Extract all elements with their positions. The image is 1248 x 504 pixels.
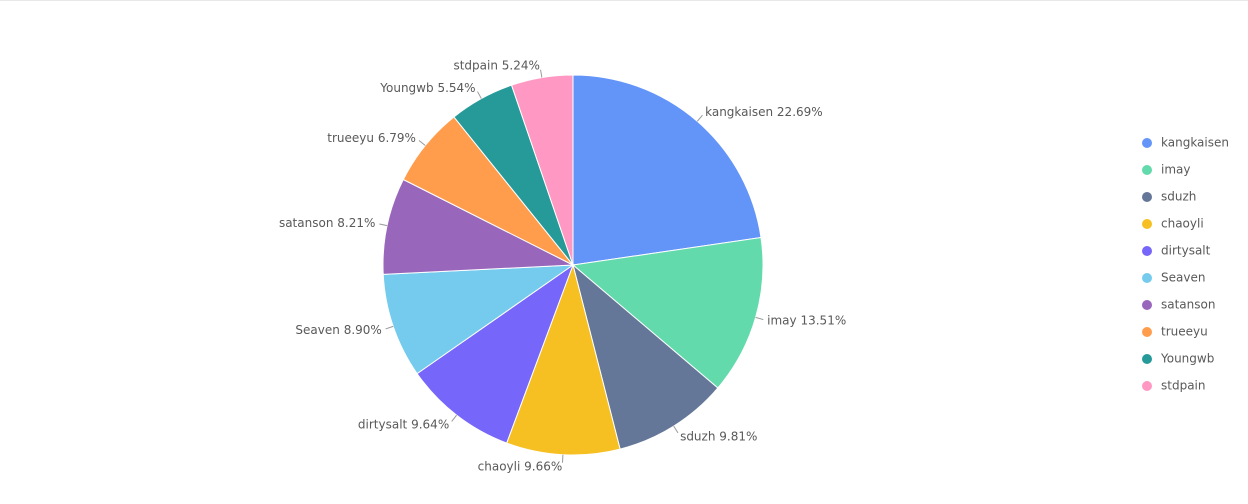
legend-label: dirtysalt bbox=[1161, 244, 1211, 258]
legend-label: kangkaisen bbox=[1161, 136, 1229, 150]
leader-line bbox=[696, 114, 703, 122]
label-value: 8.21% bbox=[337, 216, 375, 230]
label-name: Youngwb bbox=[379, 81, 433, 95]
label-value: 9.81% bbox=[719, 429, 757, 443]
leader-line bbox=[477, 91, 482, 99]
leader-line bbox=[418, 140, 426, 146]
leader-line bbox=[755, 316, 764, 321]
label-name: chaoyli bbox=[478, 459, 521, 473]
pie-slice bbox=[416, 263, 575, 444]
legend-item[interactable]: dirtysalt bbox=[1142, 244, 1211, 258]
label-name: stdpain bbox=[453, 58, 497, 72]
data-label: Seaven 8.90% bbox=[295, 323, 381, 337]
legend-marker bbox=[1142, 192, 1152, 202]
legend-item[interactable]: sduzh bbox=[1142, 190, 1196, 204]
legend: kangkaisen imay sduzh chaoyli dirtysalt Seave… bbox=[1142, 136, 1229, 393]
label-value: 9.66% bbox=[524, 459, 562, 473]
legend-item[interactable]: Seaven bbox=[1142, 271, 1205, 285]
legend-item[interactable]: Youngwb bbox=[1142, 352, 1214, 366]
data-label: kangkaisen 22.69% bbox=[705, 105, 823, 119]
label-value: 22.69% bbox=[777, 105, 823, 119]
legend-item[interactable]: imay bbox=[1142, 163, 1190, 177]
label-value: 13.51% bbox=[800, 313, 846, 327]
legend-label: trueeyu bbox=[1161, 325, 1208, 339]
label-value: 8.90% bbox=[344, 323, 382, 337]
label-name: Seaven bbox=[295, 323, 339, 337]
legend-label: Seaven bbox=[1161, 271, 1205, 285]
legend-label: imay bbox=[1161, 163, 1190, 177]
legend-item[interactable]: chaoyli bbox=[1142, 217, 1204, 231]
leader-line bbox=[385, 325, 394, 330]
label-value: 5.24% bbox=[502, 58, 540, 72]
legend-marker bbox=[1142, 273, 1152, 283]
label-name: kangkaisen bbox=[705, 105, 773, 119]
legend-marker bbox=[1142, 354, 1152, 364]
data-label: trueeyu 6.79% bbox=[327, 130, 416, 144]
label-name: satanson bbox=[279, 216, 333, 230]
legend-label: chaoyli bbox=[1161, 217, 1204, 231]
leader-line bbox=[451, 414, 457, 422]
pie-slice bbox=[382, 178, 575, 275]
label-name: imay bbox=[767, 313, 796, 327]
pie-slice bbox=[572, 263, 719, 450]
legend-marker bbox=[1142, 138, 1152, 148]
pie-slice bbox=[382, 264, 575, 375]
legend-marker bbox=[1142, 327, 1152, 337]
label-name: dirtysalt bbox=[358, 417, 408, 431]
pie-slice bbox=[506, 263, 621, 456]
label-value: 5.54% bbox=[437, 81, 475, 95]
legend-item[interactable]: satanson bbox=[1142, 298, 1215, 312]
data-label: sduzh 9.81% bbox=[680, 429, 757, 443]
leader-line bbox=[673, 425, 679, 434]
legend-label: Youngwb bbox=[1160, 352, 1214, 366]
legend-item[interactable]: kangkaisen bbox=[1142, 136, 1229, 150]
pie-slice bbox=[572, 74, 762, 266]
data-label: imay 13.51% bbox=[767, 313, 846, 327]
data-label: chaoyli 9.66% bbox=[478, 459, 563, 473]
legend-item[interactable]: trueeyu bbox=[1142, 325, 1208, 339]
pie-slice bbox=[571, 236, 764, 389]
legend-label: satanson bbox=[1161, 298, 1215, 312]
leader-line bbox=[540, 69, 543, 78]
legend-marker bbox=[1142, 219, 1152, 229]
data-label: dirtysalt 9.64% bbox=[358, 417, 449, 431]
label-name: trueeyu bbox=[327, 130, 374, 144]
label-name: sduzh bbox=[680, 429, 715, 443]
data-label: stdpain 5.24% bbox=[453, 58, 539, 72]
data-label: satanson 8.21% bbox=[279, 216, 375, 230]
pie-slice bbox=[510, 74, 574, 266]
legend-label: stdpain bbox=[1161, 379, 1205, 393]
data-label: Youngwb 5.54% bbox=[379, 81, 475, 95]
legend-marker bbox=[1142, 381, 1152, 391]
legend-marker bbox=[1142, 246, 1152, 256]
label-value: 6.79% bbox=[378, 130, 416, 144]
legend-item[interactable]: stdpain bbox=[1142, 379, 1205, 393]
leader-line bbox=[379, 223, 388, 227]
label-value: 9.64% bbox=[411, 417, 449, 431]
legend-marker bbox=[1142, 300, 1152, 310]
legend-marker bbox=[1142, 165, 1152, 175]
legend-label: sduzh bbox=[1161, 190, 1196, 204]
